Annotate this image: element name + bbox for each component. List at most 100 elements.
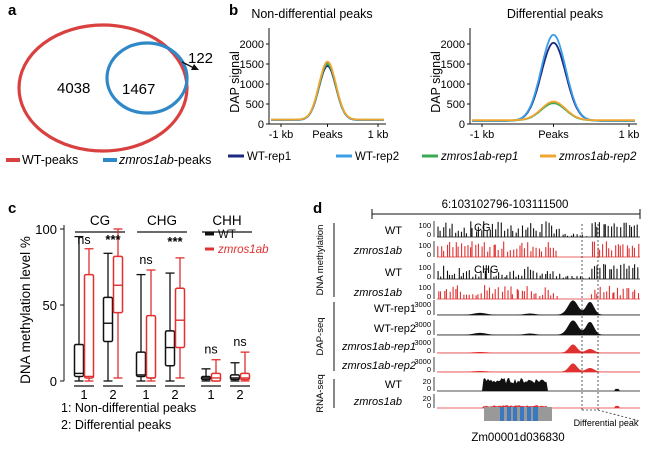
profile-right-ytick-label: 1000	[441, 79, 465, 91]
browser-methylation-bars	[438, 285, 640, 299]
browser-scale-min: 0	[427, 230, 431, 239]
browser-scale-min: 0	[427, 308, 431, 317]
profile-left-plot: 0 500 1000 1500 2000 -1 kb Peaks 1 kb	[240, 28, 389, 141]
box-ytick-label: 50	[43, 298, 57, 313]
box-iqr	[102, 296, 114, 343]
box-iqr	[210, 372, 222, 382]
gene-exon	[500, 407, 505, 421]
profile-right-title: Differential peaks	[507, 7, 603, 21]
profile-left-line-zmros1ab-rep1	[271, 63, 384, 121]
venn-legend-mutant-prefix: zmros1ab	[118, 153, 174, 167]
box-footnote-1: 1: Non-differential peaks	[61, 401, 196, 415]
browser-scale-max: 20	[423, 394, 431, 403]
box-iqr	[164, 330, 176, 367]
profile-right-line-WT-rep1	[472, 41, 635, 122]
profile-right-plot: 0 500 1000 1500 2000 -1 kb Peaks 1 kb	[441, 28, 640, 141]
panel-label-a: a	[8, 2, 17, 19]
browser-track-name: WT	[385, 225, 402, 237]
browser-dap-signal	[437, 363, 640, 372]
profile-left-ylabel: DAP signal	[228, 51, 242, 113]
venn-left-count: 4038	[57, 80, 90, 97]
browser-dap-signal	[437, 300, 640, 315]
gene-utr-left	[484, 407, 500, 421]
profile-left-ytick-label: 2000	[240, 39, 264, 51]
browser-group-label: DNA methylation	[315, 225, 326, 296]
box-context-label: CHG	[147, 213, 177, 228]
box-context-label: CG	[90, 213, 110, 228]
panel-label-c: c	[8, 200, 16, 217]
gene-exon-gap	[511, 407, 513, 421]
profile-left-title: Non-differential peaks	[251, 7, 372, 21]
profile-left-line-WT-rep1	[271, 65, 384, 121]
browser-track-name: WT-rep2	[374, 323, 416, 335]
diff-peak-label: Differential peak	[574, 418, 639, 428]
gene-utr-right	[538, 407, 552, 421]
profile-left-ytick-label: 1000	[240, 79, 264, 91]
box-iqr	[135, 351, 147, 378]
gene-exon	[527, 407, 532, 421]
browser-group-label: DAP-seq	[315, 317, 326, 355]
browser-group-label: RNA-seq	[315, 374, 326, 413]
box-footnote-2: 2: Differential peaks	[61, 418, 171, 432]
browser-methylation-bars	[437, 263, 639, 279]
browser-scale-min: 0	[427, 401, 431, 410]
profile-right-line-WT-rep2	[472, 33, 635, 122]
gene-name: Zm00001d036830	[471, 432, 564, 444]
browser-scale-min: 0	[427, 328, 431, 337]
browser-track-name: zmros1ab-rep2	[341, 360, 416, 372]
browser-scale-min: 0	[427, 384, 431, 393]
gene-exon	[507, 407, 511, 421]
profile-left-xtick-label: Peaks	[312, 129, 343, 141]
profile-right-xtick-label: 1 kb	[619, 129, 640, 141]
profile-legend-label: zmros1ab-rep1	[440, 151, 518, 163]
venn-arrow-head	[191, 64, 199, 70]
box-group-label: 1	[207, 387, 214, 402]
browser-scale-min: 0	[427, 365, 431, 374]
profile-right-xtick-label: Peaks	[538, 129, 569, 141]
browser-methylation-bars	[437, 241, 640, 257]
profile-legend: WT-rep1 WT-rep2 zmros1ab-rep1 zmros1ab-rep2	[228, 151, 637, 163]
box-ylabel: DNA methylation level %	[18, 236, 33, 384]
browser-scale-min: 0	[427, 292, 431, 301]
profile-legend-label: WT-rep2	[355, 151, 399, 163]
box-group-label: 2	[109, 387, 116, 402]
browser-scale-min: 0	[427, 272, 431, 281]
browser-dap-signal	[437, 344, 640, 353]
box-legend-label: zmros1ab	[217, 244, 269, 256]
browser-scale-max: 3000	[414, 338, 431, 347]
browser-methylation-bars	[437, 221, 638, 237]
browser-track-name: zmros1ab-rep1	[341, 341, 416, 353]
box-significance: ns	[204, 343, 217, 357]
venn-right-count: 122	[188, 50, 213, 67]
box-group-label: 1	[80, 387, 87, 402]
box-significance: ns	[139, 253, 152, 267]
box-legend-label: WT	[218, 229, 236, 241]
browser-scale-max: 100	[418, 221, 431, 230]
browser-scale-max: 100	[418, 283, 431, 292]
browser-rna-signal	[437, 377, 640, 391]
panel-label-b: b	[229, 2, 238, 19]
profile-left-xtick-label: 1 kb	[368, 129, 389, 141]
venn-legend-wt: WT-peaks	[22, 153, 78, 167]
box-iqr	[83, 273, 95, 379]
venn-circle-mutant	[105, 41, 189, 115]
profile-legend-label: WT-rep1	[247, 151, 291, 163]
profile-right-ylabel: DAP signal	[429, 51, 443, 113]
box-group-label: 2	[171, 387, 178, 402]
box-significance: ns	[233, 335, 246, 349]
browser-track-name: zmros1ab	[353, 245, 402, 257]
box-context-label: CHH	[212, 213, 241, 228]
gene-exon-gap	[517, 407, 520, 421]
browser-coordinates: 6:103102796-103111500	[442, 199, 569, 211]
boxplot: 0 50 100 CG 1 2 CHG 1 2 CHH 1 2 ns *** ns *** ns ns WT zmro…	[35, 213, 269, 402]
profile-legend-label: zmros1ab-rep2	[558, 151, 637, 163]
box-iqr	[112, 255, 124, 314]
profile-left-line-zmros1ab-rep2	[271, 60, 384, 121]
profile-left-line-WT-rep2	[271, 62, 384, 121]
venn-overlap-count: 1467	[122, 81, 155, 98]
browser-track-name: WT	[385, 379, 402, 391]
box-iqr	[73, 343, 85, 378]
